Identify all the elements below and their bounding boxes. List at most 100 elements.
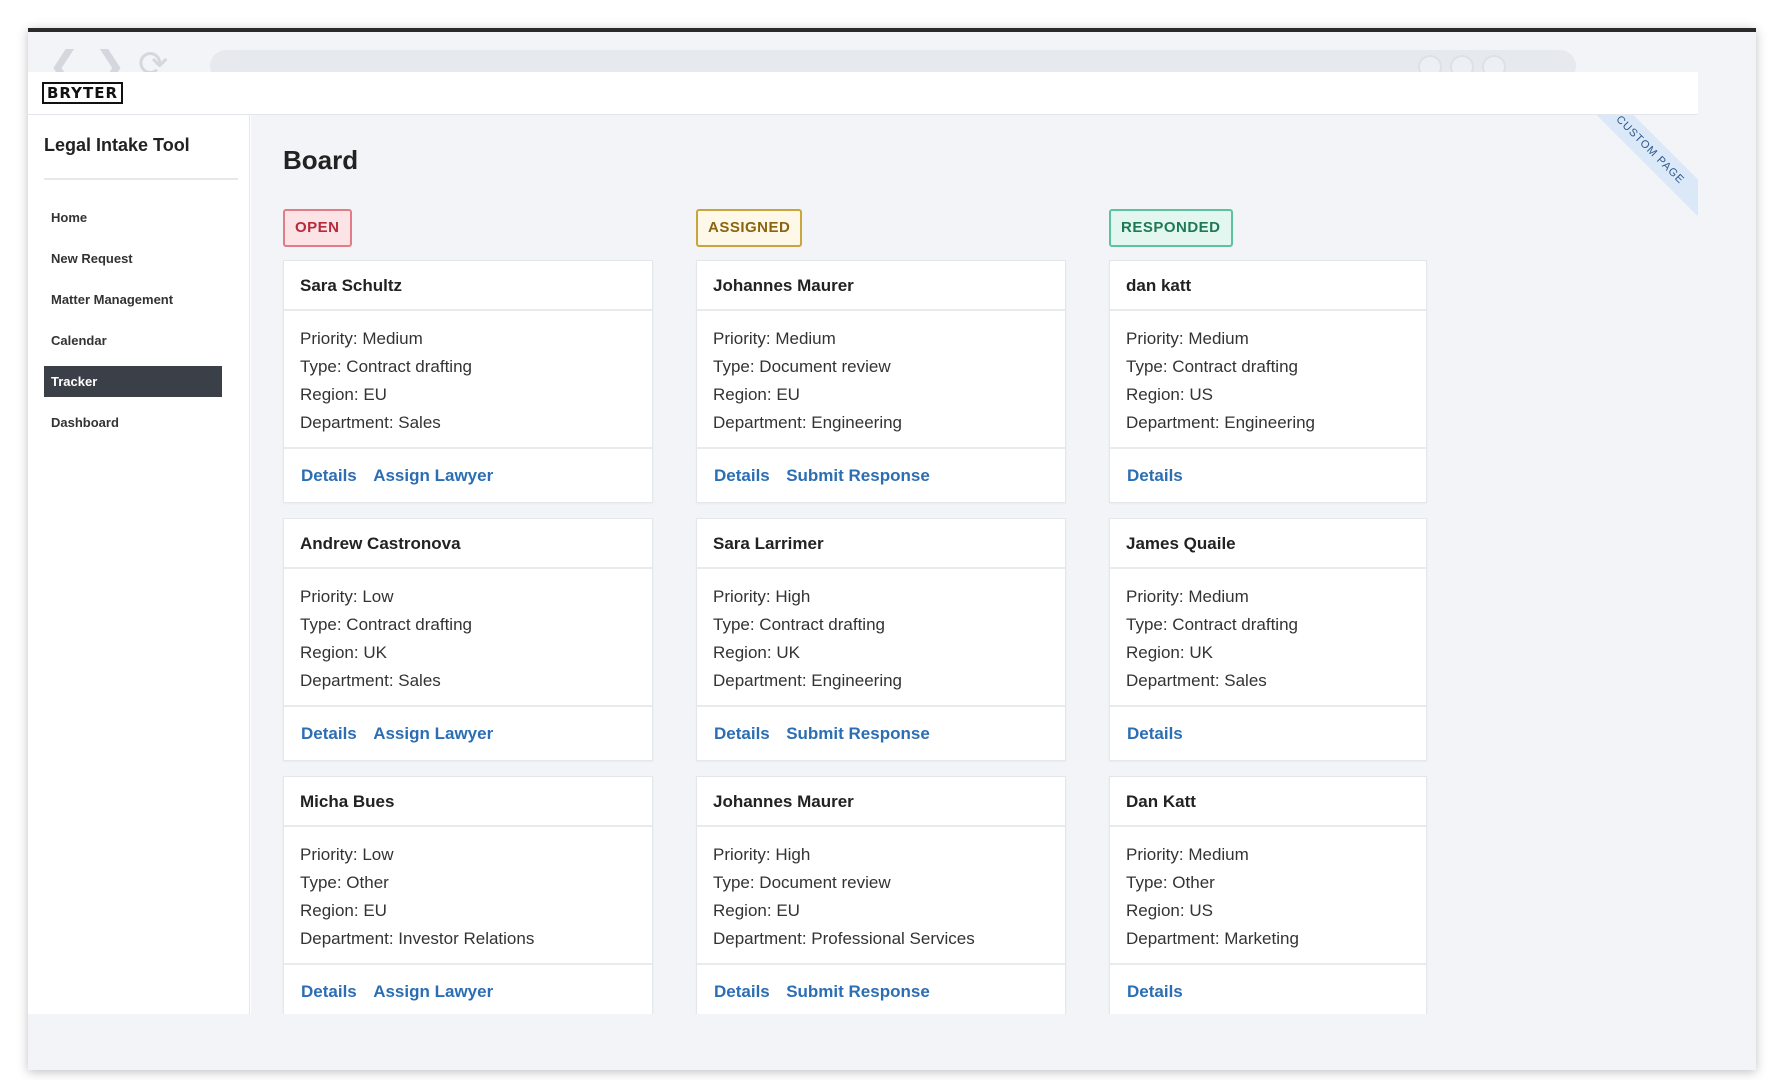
request-card: Andrew Castronova Priority: Low Type: Co… xyxy=(283,518,653,761)
card-department: Department: Sales xyxy=(300,413,441,432)
details-link[interactable]: Details xyxy=(1127,466,1183,485)
card-region: Region: EU xyxy=(300,901,387,920)
card-details: Priority: Medium Type: Contract drafting… xyxy=(1110,311,1426,449)
details-link[interactable]: Details xyxy=(301,466,357,485)
custom-page-ribbon: CUSTOM PAGE xyxy=(1584,115,1698,216)
card-requester-name: Andrew Castronova xyxy=(284,519,652,569)
card-details: Priority: Medium Type: Document review R… xyxy=(697,311,1065,449)
sidebar-item-home[interactable]: Home xyxy=(51,210,88,225)
request-card: Dan Katt Priority: Medium Type: Other Re… xyxy=(1109,776,1427,1014)
card-region: Region: UK xyxy=(300,643,387,662)
submit-response-link[interactable]: Submit Response xyxy=(786,466,930,485)
card-details: Priority: High Type: Document review Reg… xyxy=(697,827,1065,965)
card-details: Priority: High Type: Contract drafting R… xyxy=(697,569,1065,707)
board-column-open: OPEN Sara Schultz Priority: Medium Type:… xyxy=(283,209,653,1014)
card-department: Department: Engineering xyxy=(1126,413,1316,432)
assign-lawyer-link[interactable]: Assign Lawyer xyxy=(373,724,494,743)
card-type: Type: Document review xyxy=(713,357,891,376)
details-link[interactable]: Details xyxy=(714,724,770,743)
card-requester-name: Johannes Maurer xyxy=(697,261,1065,311)
card-type: Type: Other xyxy=(300,873,389,892)
sidebar-item-matter-management[interactable]: Matter Management xyxy=(51,292,174,307)
card-department: Department: Marketing xyxy=(1126,929,1299,948)
request-card: Sara Larrimer Priority: High Type: Contr… xyxy=(696,518,1066,761)
card-priority: Priority: Medium xyxy=(1126,845,1249,864)
details-link[interactable]: Details xyxy=(714,982,770,1001)
details-link[interactable]: Details xyxy=(1127,724,1183,743)
card-actions: Details Assign Lawyer xyxy=(284,965,652,1014)
card-department: Department: Sales xyxy=(1126,671,1267,690)
card-requester-name: Sara Larrimer xyxy=(697,519,1065,569)
details-link[interactable]: Details xyxy=(714,466,770,485)
app-header: BRYTER xyxy=(28,72,1698,115)
card-requester-name: Sara Schultz xyxy=(284,261,652,311)
request-card: Sara Schultz Priority: Medium Type: Cont… xyxy=(283,260,653,503)
sidebar-item-tracker[interactable]: Tracker xyxy=(44,366,222,397)
card-requester-name: James Quaile xyxy=(1110,519,1426,569)
card-requester-name: Johannes Maurer xyxy=(697,777,1065,827)
bryter-logo[interactable]: BRYTER xyxy=(42,82,124,104)
card-priority: Priority: Medium xyxy=(1126,587,1249,606)
sidebar-item-dashboard[interactable]: Dashboard xyxy=(51,415,119,430)
card-actions: Details xyxy=(1110,707,1426,760)
card-requester-name: Micha Bues xyxy=(284,777,652,827)
card-region: Region: EU xyxy=(300,385,387,404)
card-region: Region: EU xyxy=(713,901,800,920)
app-title: Legal Intake Tool xyxy=(44,135,190,155)
card-requester-name: dan katt xyxy=(1110,261,1426,311)
sidebar-item-new-request[interactable]: New Request xyxy=(51,251,133,266)
card-actions: Details Submit Response xyxy=(697,965,1065,1014)
board-column-responded: RESPONDED dan katt Priority: Medium Type… xyxy=(1109,209,1475,1014)
sidebar: Legal Intake Tool Home New Request Matte… xyxy=(28,115,250,1014)
card-details: Priority: Low Type: Contract drafting Re… xyxy=(284,569,652,707)
card-type: Type: Contract drafting xyxy=(300,357,472,376)
card-region: Region: UK xyxy=(713,643,800,662)
card-department: Department: Investor Relations xyxy=(300,929,535,948)
card-details: Priority: Low Type: Other Region: EU Dep… xyxy=(284,827,652,965)
request-card: dan katt Priority: Medium Type: Contract… xyxy=(1109,260,1427,503)
card-type: Type: Contract drafting xyxy=(300,615,472,634)
card-type: Type: Contract drafting xyxy=(1126,357,1298,376)
card-department: Department: Engineering xyxy=(713,413,903,432)
card-actions: Details xyxy=(1110,449,1426,502)
status-badge: RESPONDED xyxy=(1109,209,1233,247)
details-link[interactable]: Details xyxy=(1127,982,1183,1001)
card-type: Type: Contract drafting xyxy=(713,615,885,634)
assign-lawyer-link[interactable]: Assign Lawyer xyxy=(373,982,494,1001)
card-department: Department: Engineering xyxy=(713,671,903,690)
main-content: Board CUSTOM PAGE OPEN Sara Schultz Prio… xyxy=(251,115,1698,1014)
card-priority: Priority: Medium xyxy=(713,329,836,348)
card-details: Priority: Medium Type: Contract drafting… xyxy=(284,311,652,449)
card-priority: Priority: Medium xyxy=(300,329,423,348)
card-type: Type: Contract drafting xyxy=(1126,615,1298,634)
page-title: Board xyxy=(283,145,359,175)
card-requester-name: Dan Katt xyxy=(1110,777,1426,827)
submit-response-link[interactable]: Submit Response xyxy=(786,724,930,743)
assign-lawyer-link[interactable]: Assign Lawyer xyxy=(373,466,494,485)
card-priority: Priority: Low xyxy=(300,845,394,864)
card-type: Type: Other xyxy=(1126,873,1215,892)
card-region: Region: UK xyxy=(1126,643,1213,662)
card-details: Priority: Medium Type: Contract drafting… xyxy=(1110,569,1426,707)
details-link[interactable]: Details xyxy=(301,982,357,1001)
card-region: Region: US xyxy=(1126,901,1213,920)
card-priority: Priority: Low xyxy=(300,587,394,606)
card-actions: Details Submit Response xyxy=(697,707,1065,760)
details-link[interactable]: Details xyxy=(301,724,357,743)
submit-response-link[interactable]: Submit Response xyxy=(786,982,930,1001)
request-card: Johannes Maurer Priority: Medium Type: D… xyxy=(696,260,1066,503)
card-priority: Priority: Medium xyxy=(1126,329,1249,348)
card-department: Department: Sales xyxy=(300,671,441,690)
request-card: Johannes Maurer Priority: High Type: Doc… xyxy=(696,776,1066,1014)
request-card: James Quaile Priority: Medium Type: Cont… xyxy=(1109,518,1427,761)
status-badge: OPEN xyxy=(283,209,352,247)
card-details: Priority: Medium Type: Other Region: US … xyxy=(1110,827,1426,965)
card-actions: Details xyxy=(1110,965,1426,1014)
sidebar-menu: Home New Request Matter Management Calen… xyxy=(44,202,222,448)
status-badge: ASSIGNED xyxy=(696,209,803,247)
card-type: Type: Document review xyxy=(713,873,891,892)
card-priority: Priority: High xyxy=(713,587,811,606)
card-region: Region: EU xyxy=(713,385,800,404)
card-actions: Details Assign Lawyer xyxy=(284,707,652,760)
sidebar-item-calendar[interactable]: Calendar xyxy=(51,333,107,348)
